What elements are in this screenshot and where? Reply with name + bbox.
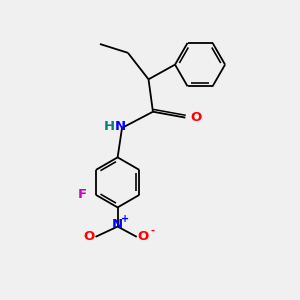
Text: O: O [83,230,95,243]
Text: O: O [190,110,202,124]
Text: O: O [138,230,149,243]
Text: N: N [112,218,123,231]
Text: F: F [77,188,86,201]
Text: -: - [150,225,154,236]
Text: N: N [115,120,126,133]
Text: +: + [121,214,129,224]
Text: H: H [104,120,115,133]
